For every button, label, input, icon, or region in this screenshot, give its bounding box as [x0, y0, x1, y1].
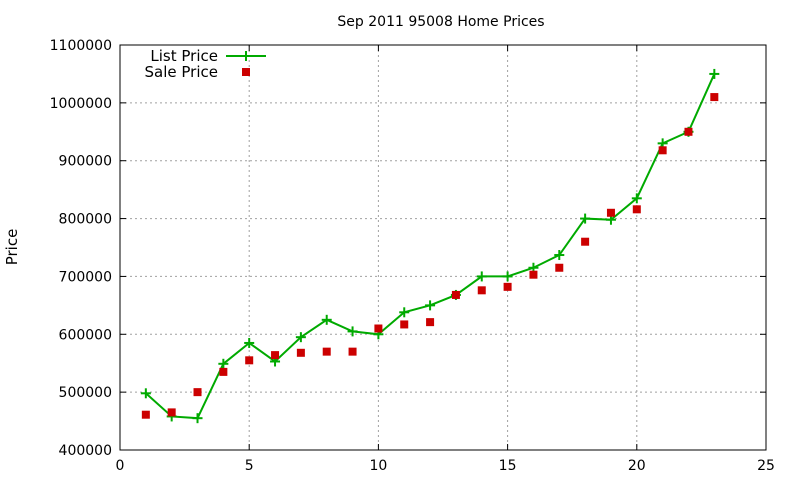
sale-price-point	[245, 356, 254, 365]
y-tick-label: 600000	[59, 327, 112, 343]
list-price-point	[244, 337, 255, 348]
legend-label-list-price: List Price	[150, 47, 218, 65]
y-tick-label: 700000	[59, 269, 112, 285]
sale-price-point	[555, 263, 564, 272]
sale-price-point	[658, 146, 667, 155]
list-price-point	[709, 68, 720, 79]
axis-ticks	[119, 44, 767, 451]
grid-lines	[120, 45, 766, 450]
x-tick-label: 25	[757, 458, 775, 474]
sale-price-point	[219, 367, 228, 376]
list-price-point	[192, 413, 203, 424]
list-price-point	[399, 307, 410, 318]
legend-square-sale-price	[242, 68, 250, 76]
y-tick-label: 500000	[59, 385, 112, 401]
legend-marker-list-price	[226, 51, 266, 61]
y-tick-label: 1100000	[50, 38, 112, 54]
sale-price-point	[348, 347, 357, 356]
sale-price-point	[141, 410, 150, 419]
sale-price-point	[710, 93, 719, 102]
x-tick-label: 15	[499, 458, 517, 474]
y-tick-label: 400000	[59, 443, 112, 459]
sale-price-point	[167, 408, 176, 417]
list-price-point	[476, 271, 487, 282]
x-tick-label: 20	[628, 458, 646, 474]
sale-price-point	[296, 348, 305, 357]
legend-marker-sale-price	[242, 68, 250, 76]
list-price-point	[321, 314, 332, 325]
list-price-line	[145, 73, 716, 420]
x-tick-labels: 0 5 10 15 20 25	[116, 458, 775, 474]
sale-price-point	[632, 205, 641, 214]
y-axis-label: Price	[3, 229, 21, 266]
sale-price-point	[503, 282, 512, 291]
y-tick-labels: 400000 500000 600000 700000 800000 900000 1000…	[50, 38, 112, 459]
list-price-point	[425, 300, 436, 311]
sale-price-point	[581, 237, 590, 246]
list-price-point	[502, 271, 513, 282]
sale-price-point	[322, 347, 331, 356]
x-tick-label: 10	[369, 458, 387, 474]
sale-price-point	[451, 290, 460, 299]
data-series	[140, 68, 720, 424]
y-tick-label: 1000000	[50, 96, 112, 112]
sale-price-point	[426, 318, 435, 327]
plot-frame	[119, 44, 767, 451]
sale-price-point	[606, 208, 615, 217]
list-price-point	[554, 250, 565, 261]
sale-price-point	[477, 286, 486, 295]
sale-price-point	[529, 270, 538, 279]
x-tick-label: 0	[116, 458, 125, 474]
legend: List Price Sale Price	[145, 47, 266, 81]
chart-title: Sep 2011 95008 Home Prices	[337, 14, 544, 30]
x-tick-label: 5	[245, 458, 254, 474]
sale-price-point	[684, 127, 693, 136]
list-price-point	[347, 326, 358, 337]
y-tick-label: 900000	[59, 154, 112, 170]
list-price-point	[140, 388, 151, 399]
legend-label-sale-price: Sale Price	[145, 63, 218, 81]
list-price-point	[218, 358, 229, 369]
list-price-point	[295, 332, 306, 343]
list-price-point	[580, 213, 591, 224]
sale-price-point	[400, 320, 409, 329]
sale-price-point	[193, 388, 202, 397]
y-tick-label: 800000	[59, 212, 112, 228]
sale-price-point	[374, 324, 383, 333]
list-price-point	[631, 193, 642, 204]
sale-price-point	[271, 351, 280, 360]
